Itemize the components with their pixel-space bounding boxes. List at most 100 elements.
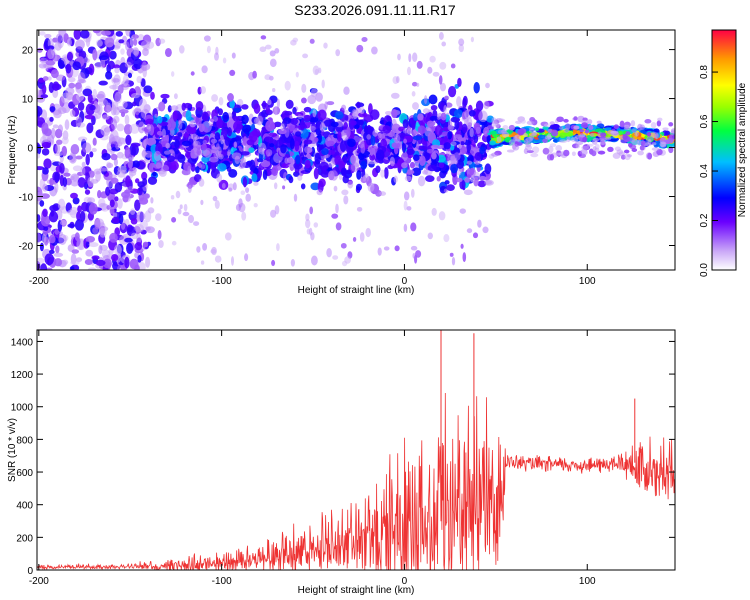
spectrogram-blob [106, 102, 112, 113]
spectrogram-blob [470, 36, 475, 43]
spectrogram-blob [599, 139, 606, 146]
spectrogram-blob [221, 183, 226, 189]
spectrogram-blob [40, 214, 51, 227]
spectrogram-blob [330, 170, 338, 181]
spectrogram-blob [350, 162, 360, 173]
spectrogram-blob [297, 114, 303, 120]
spectrogram-blob [335, 203, 339, 214]
colorbar-tick-label: 0.2 [699, 213, 710, 227]
spectrogram-blob [150, 91, 155, 100]
spectrogram-blob [463, 189, 473, 196]
snr-marks [37, 330, 675, 570]
spectrogram-blob [85, 241, 90, 248]
spectrogram-frame [36, 29, 676, 271]
spectrogram-blob [136, 75, 143, 84]
spectrogram-blob [183, 203, 188, 212]
spectrogram-blob [37, 214, 41, 222]
spectrogram-blob [170, 105, 179, 111]
spectrogram-blob [274, 105, 278, 116]
spectrogram-blob [40, 263, 48, 270]
spectrogram-blob [284, 157, 289, 164]
spectrogram-blob [362, 175, 367, 182]
snr-ytick-label: 1200 [11, 370, 34, 381]
spectrogram-blob [44, 33, 52, 39]
colorbar-tick-label: 0.8 [699, 65, 710, 79]
spectrogram-blob [122, 100, 128, 109]
spectrogram-blob [179, 45, 185, 54]
spectrogram-blob [242, 176, 248, 188]
spectrogram-blob [52, 124, 59, 129]
spectrogram-blob [600, 132, 607, 137]
spectrogram-blob [582, 136, 588, 143]
spectrogram-blob [87, 197, 96, 204]
spectrogram-blob [461, 123, 468, 134]
spectrogram-blob [356, 44, 364, 53]
spectrogram-blob [91, 147, 97, 153]
spectrogram-blob [69, 109, 76, 118]
spectrogram-blob [200, 199, 204, 206]
spectrogram-blob [201, 65, 208, 74]
spectrogram-blob [146, 41, 155, 49]
spectrogram-blob [280, 123, 285, 132]
spectrogram-blob [37, 106, 43, 117]
spectrogram-blob [101, 153, 111, 161]
spectrogram-blob [52, 81, 60, 92]
spectrogram-blob [651, 147, 660, 151]
spectrogram-blob [229, 99, 236, 109]
spectrogram-blob [355, 183, 363, 191]
spectrogram-blob [406, 128, 412, 135]
page-title: S233.2026.091.11.11.R17 [294, 2, 456, 18]
spectrogram-blob [426, 148, 435, 154]
spectrogram-blob [111, 253, 119, 262]
spectrogram-blob [170, 71, 175, 77]
spectrogram-blob [377, 247, 382, 256]
spectrogram-blob [158, 240, 164, 248]
spectrogram-ylabel: Frequency (Hz) [7, 116, 18, 185]
spectrogram-blob [179, 204, 183, 210]
spectrogram-blob [409, 161, 415, 169]
spectrogram-blob [410, 245, 418, 251]
spectrogram-blob [88, 242, 99, 248]
spectrogram-blob [130, 208, 136, 216]
snr-ytick-label: 0 [27, 566, 33, 577]
spectrogram-blob [218, 96, 224, 106]
spectrogram-blob [668, 122, 674, 127]
spectrogram-blob [466, 142, 471, 154]
spectrogram-blob [129, 36, 135, 48]
spectrogram-blob [310, 87, 318, 98]
spectrogram-blob [581, 145, 590, 151]
spectrogram-blob [156, 130, 163, 136]
spectrogram-blob [367, 159, 377, 165]
spectrogram-blob [591, 138, 598, 145]
spectrogram-blob [241, 211, 247, 221]
spectrogram-blob [120, 48, 125, 55]
spectrogram-blob [671, 134, 675, 139]
spectrogram-blob [549, 123, 560, 130]
spectrogram-blob [577, 115, 585, 123]
spectrogram-blob [131, 92, 140, 99]
spectrogram-blob [127, 186, 134, 192]
spectrogram-blob [430, 144, 440, 150]
spectrogram-blob [333, 185, 338, 192]
spectrogram-blob [130, 218, 138, 225]
snr-xlabel: Height of straight line (km) [298, 585, 415, 596]
spectrogram-blob [512, 143, 520, 151]
spectrogram-blob [213, 115, 218, 122]
spectrogram-blob [177, 208, 182, 215]
spectrogram-blob [85, 153, 90, 166]
spectrogram-blob [265, 44, 272, 50]
spectrogram-blob [54, 41, 62, 51]
spectrogram-blob [61, 92, 71, 104]
spectrogram-blob [313, 167, 319, 180]
spectrogram-blob [537, 134, 547, 140]
spectrogram-blob [343, 195, 349, 205]
spectrogram-blob [142, 241, 149, 248]
spectrogram-xtick-label: -200 [29, 276, 49, 287]
spectrogram-blob [67, 223, 75, 228]
spectrogram-blob [319, 122, 326, 132]
spectrogram-blob [380, 169, 385, 178]
spectrogram-blob [253, 202, 258, 208]
spectrogram-blob [241, 104, 249, 110]
